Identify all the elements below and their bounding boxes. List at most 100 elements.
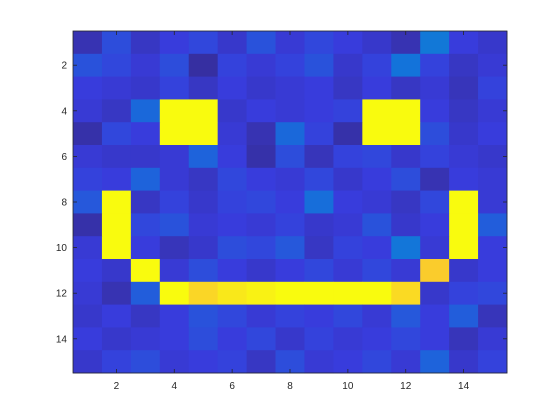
heatmap-cell: [420, 259, 450, 283]
heatmap-cell: [130, 236, 161, 260]
heatmap-cell: [420, 76, 450, 100]
x-tick-label: 10: [342, 381, 354, 392]
heatmap-cell: [449, 167, 479, 191]
heatmap-cell: [333, 213, 363, 237]
heatmap-cell: [333, 259, 363, 283]
heatmap-cell: [333, 145, 363, 169]
heatmap-cell: [130, 190, 161, 214]
heatmap-cell: [246, 167, 276, 191]
heatmap-cell: [130, 76, 161, 100]
heatmap-cell: [391, 145, 421, 169]
heatmap-cell: [333, 350, 363, 374]
heatmap-cell: [391, 236, 421, 260]
heatmap-cell: [159, 76, 190, 100]
heatmap-cell: [304, 99, 334, 123]
heatmap-cell: [478, 53, 508, 77]
heatmap-cell: [73, 190, 103, 214]
heatmap-cell: [275, 167, 305, 191]
heatmap-cell: [246, 281, 276, 305]
heatmap-cell: [362, 122, 392, 146]
heatmap-cell: [73, 259, 103, 283]
heatmap-cell: [362, 259, 392, 283]
heatmap-cell: [73, 213, 103, 237]
heatmap-cell: [304, 167, 334, 191]
heatmap-cell: [449, 31, 479, 55]
heatmap-cell: [73, 53, 103, 77]
heatmap-cell: [130, 99, 161, 123]
heatmap-cell: [217, 76, 247, 100]
heatmap-cell: [333, 99, 363, 123]
heatmap-cell: [449, 190, 479, 214]
heatmap-cell: [217, 99, 247, 123]
heatmap-cell: [275, 53, 305, 77]
heatmap-cell: [362, 53, 392, 77]
heatmap-cell: [304, 76, 334, 100]
heatmap-cell: [275, 76, 305, 100]
heatmap-cell: [101, 122, 132, 146]
heatmap-cell: [159, 53, 190, 77]
heatmap-cell: [275, 99, 305, 123]
heatmap-cell: [188, 213, 219, 237]
heatmap-cell: [101, 350, 132, 374]
heatmap-cell: [246, 236, 276, 260]
heatmap-cell: [159, 304, 190, 328]
heatmap-cell: [275, 304, 305, 328]
heatmap-cell: [304, 31, 334, 55]
heatmap-cell: [159, 213, 190, 237]
x-tick-label: 2: [114, 381, 120, 392]
heatmap-cell: [333, 190, 363, 214]
heatmap-cell: [362, 350, 392, 374]
heatmap-cell: [188, 122, 219, 146]
heatmap-cell: [449, 304, 479, 328]
heatmap-cell: [478, 31, 508, 55]
x-tick-label: 6: [229, 381, 235, 392]
heatmap-cell: [362, 31, 392, 55]
heatmap-cell: [362, 213, 392, 237]
heatmap-cell: [420, 145, 450, 169]
heatmap-cell: [188, 259, 219, 283]
heatmap-cell: [333, 327, 363, 351]
heatmap-cell: [101, 259, 132, 283]
heatmap-cell: [449, 76, 479, 100]
heatmap-cells: [73, 31, 508, 374]
heatmap-cell: [420, 213, 450, 237]
heatmap-cell: [391, 190, 421, 214]
heatmap-cell: [304, 259, 334, 283]
heatmap-cell: [73, 31, 103, 55]
heatmap-cell: [130, 53, 161, 77]
heatmap-cell: [246, 327, 276, 351]
heatmap-cell: [188, 281, 219, 305]
heatmap-cell: [188, 350, 219, 374]
heatmap-cell: [478, 122, 508, 146]
heatmap-cell: [275, 236, 305, 260]
heatmap-cell: [333, 76, 363, 100]
heatmap-cell: [304, 213, 334, 237]
heatmap-cell: [304, 304, 334, 328]
heatmap-cell: [420, 167, 450, 191]
heatmap-cell: [391, 350, 421, 374]
heatmap-cell: [188, 327, 219, 351]
heatmap-cell: [217, 259, 247, 283]
heatmap-cell: [304, 145, 334, 169]
heatmap-cell: [217, 122, 247, 146]
heatmap-cell: [478, 99, 508, 123]
heatmap-cell: [478, 190, 508, 214]
heatmap-cell: [217, 31, 247, 55]
heatmap-cell: [333, 122, 363, 146]
heatmap-cell: [478, 167, 508, 191]
heatmap-cell: [275, 122, 305, 146]
heatmap-cell: [275, 327, 305, 351]
heatmap-cell: [362, 236, 392, 260]
heatmap-cell: [188, 236, 219, 260]
heatmap-cell: [73, 122, 103, 146]
heatmap-cell: [130, 31, 161, 55]
heatmap-cell: [159, 167, 190, 191]
heatmap-cell: [304, 190, 334, 214]
heatmap-cell: [391, 281, 421, 305]
heatmap-cell: [420, 190, 450, 214]
heatmap-cell: [420, 31, 450, 55]
heatmap-cell: [333, 167, 363, 191]
heatmap-cell: [391, 213, 421, 237]
heatmap-cell: [101, 53, 132, 77]
heatmap-cell: [362, 327, 392, 351]
